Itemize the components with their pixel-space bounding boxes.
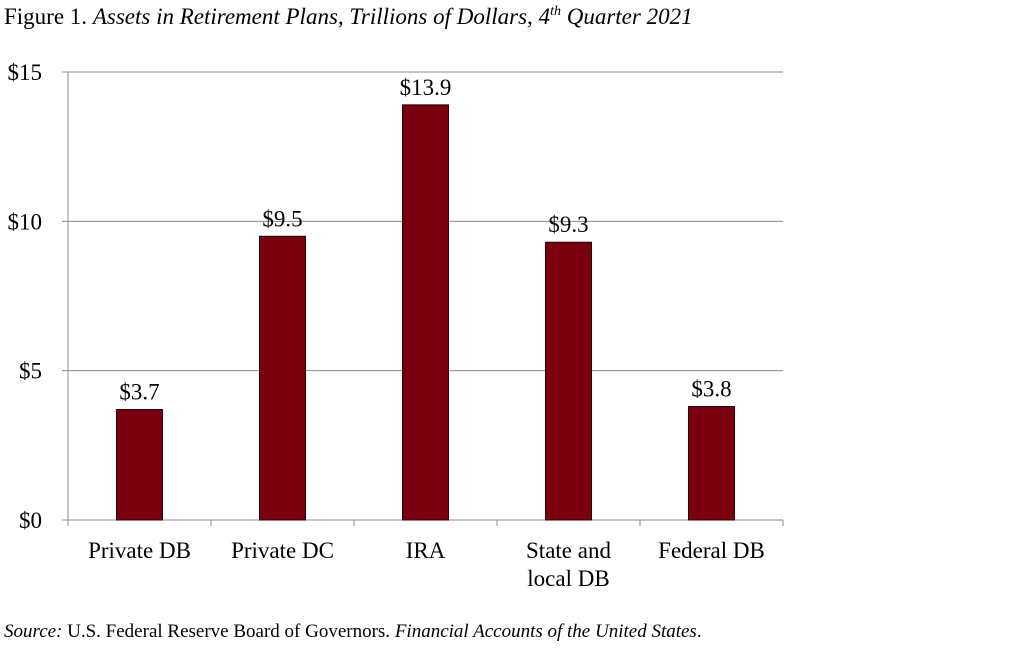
x-tick-label: Private DC bbox=[231, 538, 334, 563]
data-label: $13.9 bbox=[400, 75, 452, 100]
source-label: Source: bbox=[4, 621, 63, 642]
source-text: U.S. Federal Reserve Board of Governors. bbox=[67, 621, 391, 642]
bar-federal-db bbox=[688, 406, 735, 521]
figure-label: Figure 1. bbox=[4, 4, 88, 29]
figure-title-sup: th bbox=[550, 4, 561, 19]
figure-title: Figure 1. Assets in Retirement Plans, Tr… bbox=[4, 4, 693, 30]
x-tick-label: Private DB bbox=[88, 538, 191, 563]
x-tick-label: IRA bbox=[406, 538, 446, 563]
bar-state-and-local-db bbox=[545, 241, 592, 521]
y-tick-label: $0 bbox=[19, 508, 42, 533]
x-tick-label: State and bbox=[526, 538, 611, 563]
bar-ira bbox=[402, 104, 449, 521]
figure-title-end: Quarter 2021 bbox=[560, 4, 693, 29]
x-tick-label: Federal DB bbox=[658, 538, 765, 563]
source-note: Source: U.S. Federal Reserve Board of Go… bbox=[4, 621, 702, 643]
data-label: $9.5 bbox=[262, 206, 302, 231]
source-publication: Financial Accounts of the United States bbox=[394, 621, 697, 642]
bar-private-dc bbox=[259, 235, 306, 521]
bar-chart: $0 $5 $10 $15 $3.7 Private DB $9.5 Private DC $1… bbox=[8, 60, 784, 591]
figure-title-main: Assets in Retirement Plans, Trillions of… bbox=[92, 4, 551, 29]
bar-private-db bbox=[116, 408, 163, 521]
data-label: $3.8 bbox=[691, 377, 731, 402]
y-tick-label: $10 bbox=[8, 209, 43, 234]
data-label: $9.3 bbox=[548, 212, 588, 237]
x-tick-label: local DB bbox=[527, 566, 609, 591]
y-tick-label: $5 bbox=[19, 359, 42, 384]
y-tick-label: $15 bbox=[8, 60, 43, 85]
data-label: $3.7 bbox=[119, 379, 159, 404]
source-end: . bbox=[696, 621, 702, 642]
